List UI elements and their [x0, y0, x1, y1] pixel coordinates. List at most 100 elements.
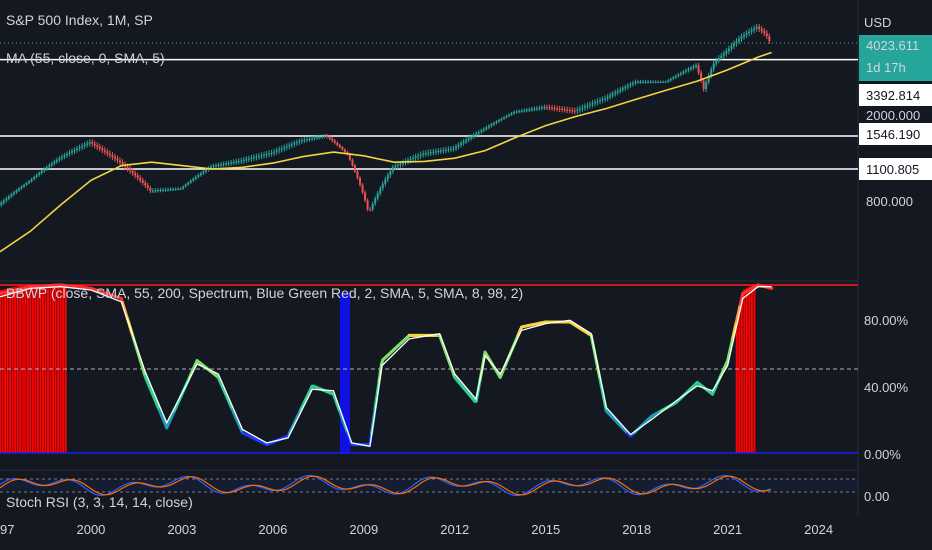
- candle-body: [252, 157, 255, 159]
- candle-body: [285, 146, 288, 148]
- candle-body: [745, 33, 748, 35]
- candle-body: [636, 81, 639, 83]
- time-axis[interactable]: 1997 2000 2003 2006 2009 2012 2015 2018 2021 2024: [0, 522, 833, 537]
- candle-body: [348, 154, 351, 160]
- candle-body: [300, 140, 303, 142]
- candle-body: [247, 158, 250, 160]
- bbwp-tick-0: 0.00%: [864, 447, 901, 462]
- candle-body: [164, 189, 167, 191]
- candle-body: [490, 124, 493, 126]
- candle-body: [470, 136, 473, 139]
- candle-body: [662, 81, 665, 83]
- bbwp-pane[interactable]: BBWP (close, SMA, 55, 200, Spectrum, Blu…: [0, 283, 909, 462]
- candle-body: [629, 84, 632, 86]
- candle-body: [55, 159, 58, 162]
- candle-body: [361, 184, 364, 193]
- level-badge-2: [859, 123, 932, 145]
- candle-body: [275, 150, 278, 152]
- stoch-d-line: [0, 475, 771, 496]
- candle-body: [578, 108, 581, 110]
- candle-body: [91, 142, 94, 144]
- level-badge-1: [859, 84, 932, 106]
- bbwp-low-bar: [340, 293, 343, 453]
- candle-body: [15, 190, 18, 193]
- price-axis[interactable]: USD 4023.611 1d 17h 2000.000 800.000 339…: [859, 15, 932, 209]
- candle-body: [609, 95, 612, 97]
- candle-body: [270, 152, 273, 154]
- candle-body: [215, 165, 218, 167]
- candle-body: [657, 81, 660, 83]
- candle-body: [303, 139, 306, 141]
- candle-body: [295, 142, 298, 144]
- candle-body: [265, 154, 268, 156]
- candle-body: [712, 63, 715, 70]
- candle-body: [308, 138, 311, 140]
- candle-body: [753, 28, 756, 30]
- candle-body: [328, 136, 331, 139]
- candle-body: [710, 69, 713, 76]
- stoch-rsi-pane[interactable]: Stoch RSI (3, 3, 14, 14, close) 0.00: [0, 474, 889, 511]
- candle-body: [725, 51, 728, 54]
- price-level-lines: [0, 58, 858, 170]
- candle-body: [487, 125, 490, 128]
- candle-body: [217, 164, 220, 166]
- candle-body: [174, 188, 177, 190]
- candle-body: [23, 184, 26, 187]
- candle-body: [182, 186, 185, 189]
- candle-body: [326, 135, 329, 137]
- candle-body: [520, 110, 523, 112]
- price-tick-2000: 2000.000: [866, 108, 920, 123]
- countdown-label: 1d 17h: [866, 60, 906, 75]
- candle-body: [154, 190, 157, 192]
- candle-body: [151, 190, 154, 192]
- candle-body: [391, 167, 394, 172]
- candle-body: [2, 200, 5, 203]
- candle-body: [684, 70, 687, 72]
- candle-body: [505, 115, 508, 118]
- bbwp-high-bar: [14, 286, 17, 453]
- candle-body: [497, 120, 500, 122]
- candle-body: [343, 149, 346, 152]
- candle-body: [192, 178, 195, 181]
- bbwp-high-bar: [6, 288, 9, 453]
- candle-body: [545, 107, 548, 109]
- candle-body: [588, 104, 591, 106]
- candle-body: [353, 165, 356, 172]
- candle-body: [743, 34, 746, 37]
- candle-body: [682, 71, 685, 74]
- candle-body: [401, 162, 404, 164]
- candle-body: [540, 107, 543, 109]
- candle-body: [35, 174, 38, 178]
- candle-body: [263, 154, 266, 156]
- candle-body: [359, 177, 362, 185]
- bbwp-high-bar: [745, 287, 748, 453]
- candle-body: [298, 141, 301, 143]
- bbwp-high-bar: [26, 285, 29, 453]
- bbwp-high-bar: [1, 289, 4, 453]
- candle-body: [551, 107, 554, 109]
- candle-body: [679, 73, 682, 75]
- candle-body: [336, 142, 339, 146]
- candle-body: [88, 142, 91, 144]
- candle-body: [604, 98, 607, 100]
- candle-body: [573, 110, 576, 112]
- currency-label: USD: [864, 15, 891, 30]
- candle-body: [146, 185, 149, 189]
- candle-body: [720, 55, 723, 58]
- candle-body: [199, 173, 202, 176]
- candle-body: [447, 149, 450, 151]
- candle-body: [76, 148, 79, 150]
- candle-body: [586, 105, 589, 107]
- candle-body: [356, 171, 359, 178]
- candle-body: [652, 81, 655, 83]
- candle-body: [730, 46, 733, 49]
- candle-body: [313, 137, 316, 139]
- price-pane[interactable]: S&P 500 Index, 1M, SP MA (55, close, 0, …: [0, 12, 858, 253]
- candle-body: [68, 152, 71, 154]
- candle-body: [599, 100, 602, 102]
- candle-body: [177, 188, 180, 190]
- candle-body: [111, 155, 114, 157]
- candle-body: [63, 155, 66, 157]
- candle-body: [422, 153, 425, 155]
